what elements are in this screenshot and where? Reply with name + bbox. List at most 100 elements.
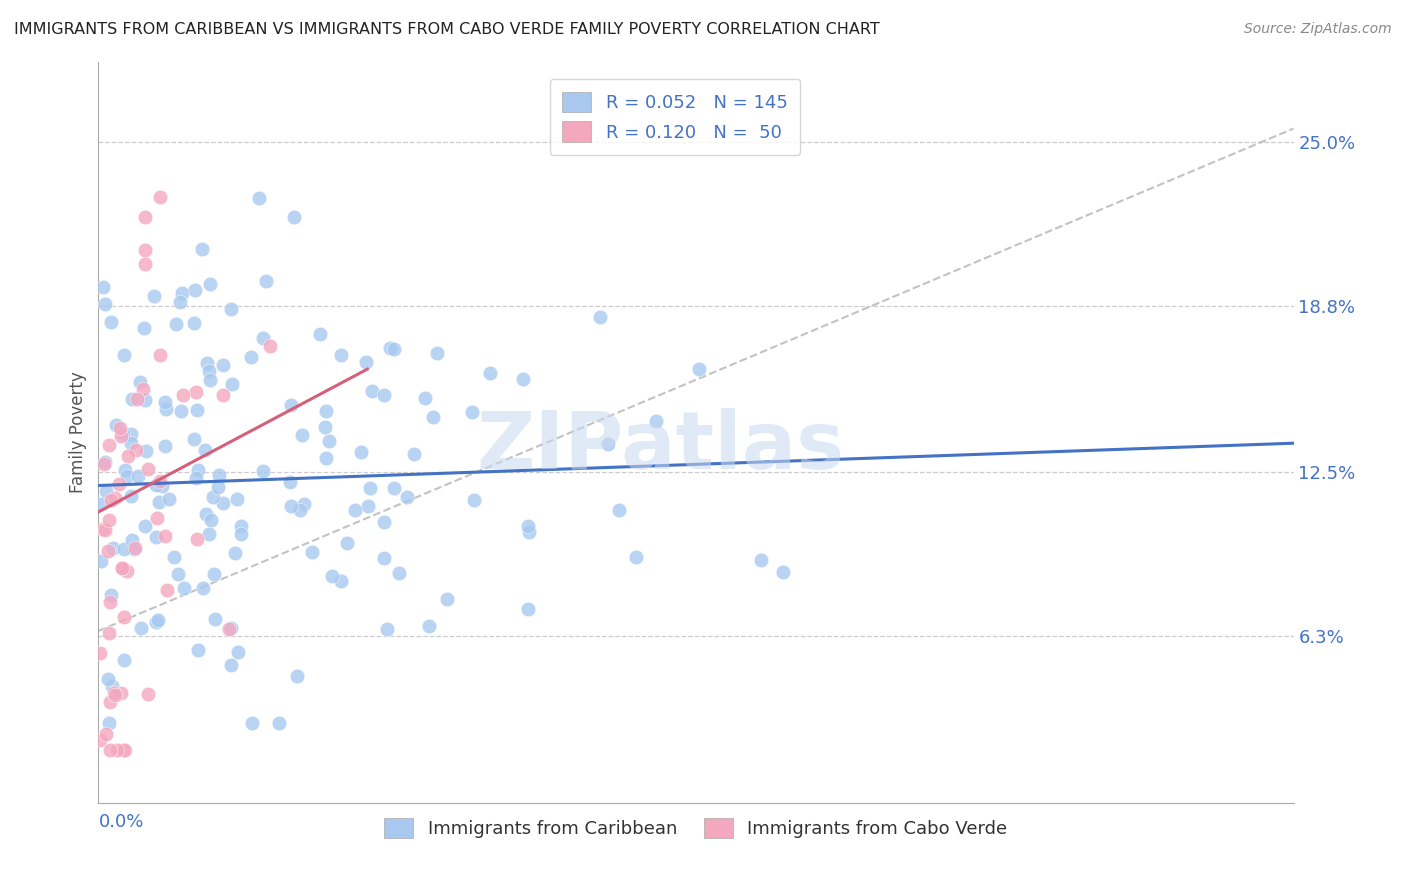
Point [598, 437, 620, 451]
Point [426, 346, 449, 360]
Point [166, 317, 188, 331]
Point [517, 518, 540, 533]
Point [200, 513, 222, 527]
Point [155, 402, 177, 417]
Point [108, 477, 131, 491]
Point [104, 491, 127, 505]
Point [380, 341, 402, 355]
Point [285, 669, 308, 683]
Point [114, 743, 136, 757]
Point [120, 436, 142, 450]
Point [89, 647, 111, 661]
Point [354, 355, 377, 369]
Point [132, 383, 155, 397]
Point [388, 566, 411, 580]
Point [155, 528, 177, 542]
Point [212, 388, 235, 402]
Point [152, 479, 174, 493]
Point [624, 549, 647, 564]
Point [688, 362, 710, 376]
Point [100, 315, 122, 329]
Point [153, 395, 176, 409]
Point [211, 495, 233, 509]
Point [357, 499, 380, 513]
Point [288, 502, 311, 516]
Point [143, 289, 166, 303]
Point [111, 560, 134, 574]
Point [134, 257, 156, 271]
Point [135, 443, 157, 458]
Point [198, 277, 221, 292]
Text: Source: ZipAtlas.com: Source: ZipAtlas.com [1244, 22, 1392, 37]
Point [373, 515, 395, 529]
Point [183, 432, 205, 446]
Point [229, 519, 252, 533]
Point [343, 503, 366, 517]
Point [772, 565, 794, 579]
Point [136, 461, 159, 475]
Point [149, 474, 172, 488]
Point [267, 716, 290, 731]
Point [212, 358, 235, 372]
Point [360, 384, 382, 398]
Point [156, 583, 179, 598]
Point [173, 581, 195, 595]
Point [207, 480, 229, 494]
Point [186, 385, 208, 400]
Point [197, 526, 219, 541]
Point [111, 426, 134, 441]
Point [567, 126, 589, 140]
Point [93, 296, 115, 310]
Point [607, 502, 630, 516]
Point [186, 532, 208, 546]
Point [517, 602, 540, 616]
Point [373, 388, 395, 402]
Point [330, 348, 353, 362]
Point [202, 567, 225, 582]
Point [240, 716, 263, 731]
Point [94, 523, 117, 537]
Point [121, 533, 143, 547]
Point [422, 410, 444, 425]
Point [110, 686, 132, 700]
Point [134, 392, 156, 407]
Point [239, 350, 262, 364]
Point [172, 388, 194, 402]
Point [91, 280, 114, 294]
Point [128, 375, 150, 389]
Point [436, 591, 458, 606]
Legend: Immigrants from Caribbean, Immigrants from Cabo Verde: Immigrants from Caribbean, Immigrants fr… [377, 810, 1015, 846]
Point [191, 581, 214, 595]
Point [136, 687, 159, 701]
Point [254, 274, 277, 288]
Point [183, 283, 205, 297]
Point [146, 614, 169, 628]
Point [382, 342, 405, 356]
Text: ZIPatlas: ZIPatlas [477, 409, 844, 486]
Point [121, 392, 143, 406]
Point [94, 727, 117, 741]
Point [131, 621, 153, 635]
Point [134, 211, 156, 225]
Point [226, 492, 249, 507]
Point [90, 554, 112, 568]
Point [301, 545, 323, 559]
Point [318, 434, 340, 448]
Point [219, 302, 242, 317]
Point [418, 618, 440, 632]
Point [127, 468, 149, 483]
Point [292, 497, 315, 511]
Point [101, 541, 124, 555]
Point [145, 530, 167, 544]
Point [100, 595, 122, 609]
Point [100, 743, 122, 757]
Point [114, 463, 136, 477]
Text: 0.0%: 0.0% [98, 814, 143, 831]
Point [226, 645, 249, 659]
Point [589, 310, 612, 325]
Point [321, 569, 343, 583]
Point [145, 615, 167, 629]
Point [183, 316, 205, 330]
Point [101, 679, 124, 693]
Point [221, 377, 243, 392]
